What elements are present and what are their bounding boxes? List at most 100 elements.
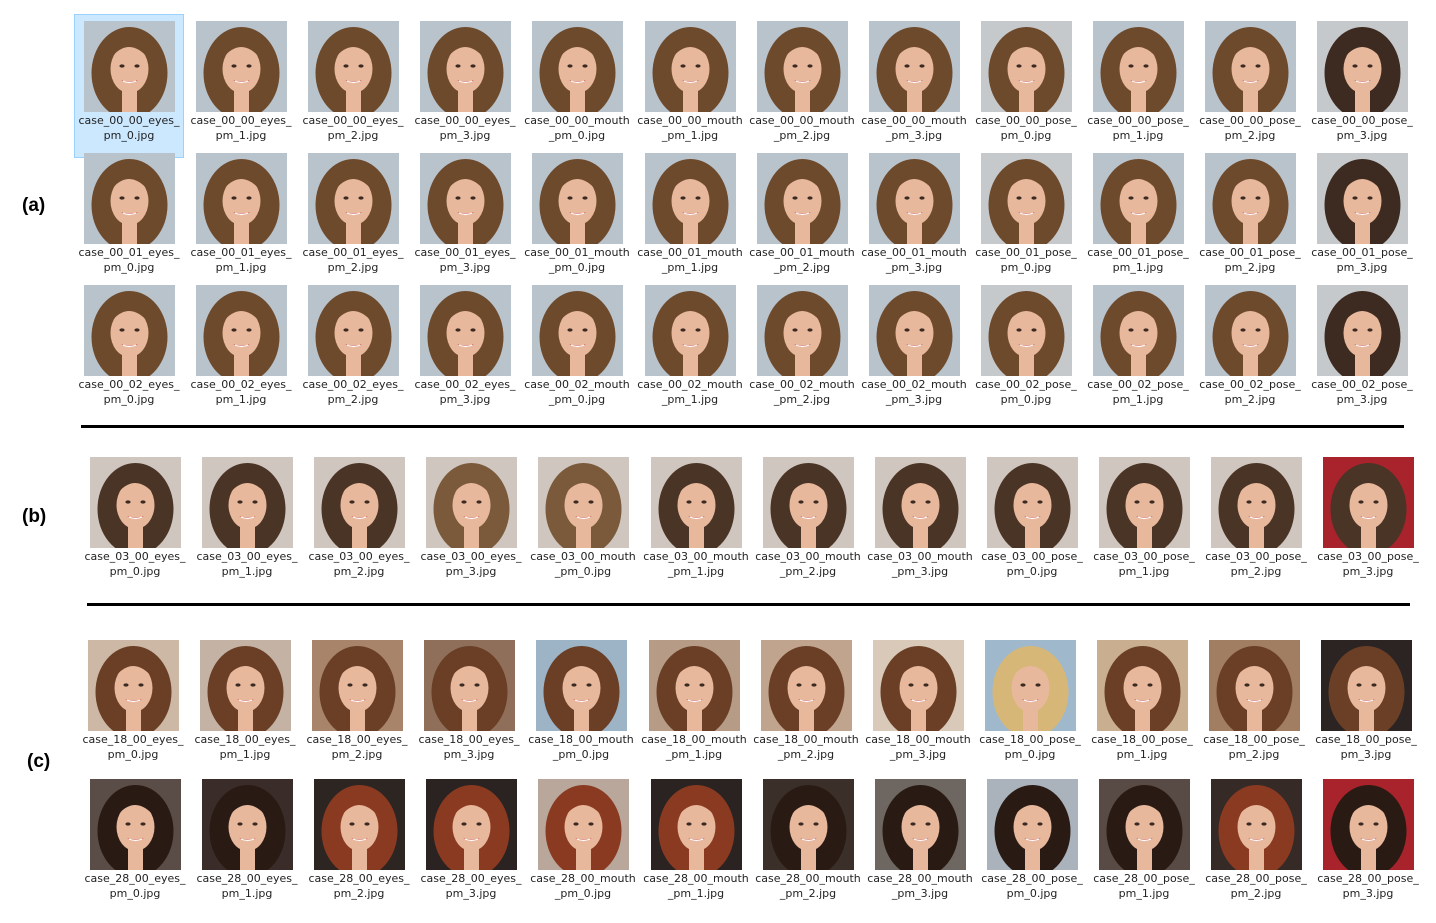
file-tile[interactable]: case_18_00_mouth_pm_1.jpg bbox=[640, 634, 748, 776]
face-thumbnail[interactable] bbox=[869, 21, 960, 112]
face-thumbnail[interactable] bbox=[987, 779, 1078, 870]
face-thumbnail[interactable] bbox=[763, 779, 854, 870]
face-thumbnail[interactable] bbox=[651, 457, 742, 548]
face-thumbnail[interactable] bbox=[981, 153, 1072, 244]
face-thumbnail[interactable] bbox=[1093, 153, 1184, 244]
face-thumbnail[interactable] bbox=[420, 153, 511, 244]
face-thumbnail[interactable] bbox=[532, 153, 623, 244]
face-thumbnail[interactable] bbox=[1205, 285, 1296, 376]
file-tile[interactable]: case_00_01_mouth_pm_0.jpg bbox=[523, 147, 631, 289]
face-thumbnail[interactable] bbox=[649, 640, 740, 731]
file-tile[interactable]: case_03_00_pose_pm_1.jpg bbox=[1090, 451, 1198, 593]
file-tile[interactable]: case_00_02_pose_pm_2.jpg bbox=[1196, 279, 1304, 421]
face-thumbnail[interactable] bbox=[757, 285, 848, 376]
face-thumbnail[interactable] bbox=[757, 153, 848, 244]
face-thumbnail[interactable] bbox=[1317, 285, 1408, 376]
face-thumbnail[interactable] bbox=[90, 457, 181, 548]
face-thumbnail[interactable] bbox=[420, 21, 511, 112]
face-thumbnail[interactable] bbox=[1321, 640, 1412, 731]
file-tile[interactable]: case_03_00_pose_pm_0.jpg bbox=[978, 451, 1086, 593]
face-thumbnail[interactable] bbox=[1099, 779, 1190, 870]
file-tile[interactable]: case_00_00_mouth_pm_1.jpg bbox=[636, 15, 744, 157]
face-thumbnail[interactable] bbox=[873, 640, 964, 731]
file-tile[interactable]: case_00_00_mouth_pm_2.jpg bbox=[748, 15, 856, 157]
file-tile[interactable]: case_28_00_mouth_pm_3.jpg bbox=[866, 773, 974, 915]
file-tile[interactable]: case_00_02_mouth_pm_1.jpg bbox=[636, 279, 744, 421]
face-thumbnail[interactable] bbox=[645, 285, 736, 376]
face-thumbnail[interactable] bbox=[1317, 153, 1408, 244]
file-tile[interactable]: case_28_00_pose_pm_1.jpg bbox=[1090, 773, 1198, 915]
file-tile[interactable]: case_00_02_pose_pm_0.jpg bbox=[972, 279, 1080, 421]
face-thumbnail[interactable] bbox=[645, 153, 736, 244]
face-thumbnail[interactable] bbox=[308, 285, 399, 376]
file-tile[interactable]: case_00_01_eyes_pm_3.jpg bbox=[411, 147, 519, 289]
file-tile[interactable]: case_18_00_eyes_pm_1.jpg bbox=[191, 634, 299, 776]
file-tile[interactable]: case_03_00_pose_pm_3.jpg bbox=[1314, 451, 1422, 593]
face-thumbnail[interactable] bbox=[1211, 779, 1302, 870]
file-tile[interactable]: case_28_00_mouth_pm_0.jpg bbox=[529, 773, 637, 915]
face-thumbnail[interactable] bbox=[761, 640, 852, 731]
file-tile[interactable]: case_00_00_pose_pm_0.jpg bbox=[972, 15, 1080, 157]
face-thumbnail[interactable] bbox=[985, 640, 1076, 731]
file-tile[interactable]: case_00_00_eyes_pm_1.jpg bbox=[187, 15, 295, 157]
file-tile[interactable]: case_03_00_mouth_pm_0.jpg bbox=[529, 451, 637, 593]
file-tile[interactable]: case_00_02_mouth_pm_2.jpg bbox=[748, 279, 856, 421]
file-tile[interactable]: case_00_00_pose_pm_2.jpg bbox=[1196, 15, 1304, 157]
face-thumbnail[interactable] bbox=[1317, 21, 1408, 112]
file-tile[interactable]: case_00_01_eyes_pm_1.jpg bbox=[187, 147, 295, 289]
file-tile[interactable]: case_18_00_pose_pm_2.jpg bbox=[1200, 634, 1308, 776]
face-thumbnail[interactable] bbox=[875, 457, 966, 548]
file-tile[interactable]: case_28_00_mouth_pm_1.jpg bbox=[642, 773, 750, 915]
face-thumbnail[interactable] bbox=[420, 285, 511, 376]
file-tile[interactable]: case_00_00_mouth_pm_0.jpg bbox=[523, 15, 631, 157]
file-tile[interactable]: case_03_00_mouth_pm_3.jpg bbox=[866, 451, 974, 593]
face-thumbnail[interactable] bbox=[1323, 457, 1414, 548]
file-tile[interactable]: case_00_01_pose_pm_2.jpg bbox=[1196, 147, 1304, 289]
face-thumbnail[interactable] bbox=[1205, 153, 1296, 244]
file-tile[interactable]: case_18_00_mouth_pm_3.jpg bbox=[864, 634, 972, 776]
file-tile[interactable]: case_28_00_eyes_pm_1.jpg bbox=[193, 773, 301, 915]
face-thumbnail[interactable] bbox=[875, 779, 966, 870]
face-thumbnail[interactable] bbox=[312, 640, 403, 731]
face-thumbnail[interactable] bbox=[536, 640, 627, 731]
face-thumbnail[interactable] bbox=[1211, 457, 1302, 548]
file-tile[interactable]: case_00_01_mouth_pm_1.jpg bbox=[636, 147, 744, 289]
face-thumbnail[interactable] bbox=[196, 153, 287, 244]
face-thumbnail[interactable] bbox=[424, 640, 515, 731]
face-thumbnail[interactable] bbox=[869, 285, 960, 376]
file-tile[interactable]: case_00_01_pose_pm_0.jpg bbox=[972, 147, 1080, 289]
file-tile[interactable]: case_28_00_eyes_pm_0.jpg bbox=[81, 773, 189, 915]
file-tile[interactable]: case_00_02_mouth_pm_3.jpg bbox=[860, 279, 968, 421]
face-thumbnail[interactable] bbox=[426, 457, 517, 548]
file-tile[interactable]: case_00_01_pose_pm_3.jpg bbox=[1308, 147, 1416, 289]
file-tile[interactable]: case_00_02_eyes_pm_3.jpg bbox=[411, 279, 519, 421]
face-thumbnail[interactable] bbox=[196, 21, 287, 112]
file-tile[interactable]: case_28_00_pose_pm_3.jpg bbox=[1314, 773, 1422, 915]
face-thumbnail[interactable] bbox=[1093, 285, 1184, 376]
file-tile[interactable]: case_00_01_mouth_pm_2.jpg bbox=[748, 147, 856, 289]
file-tile[interactable]: case_18_00_eyes_pm_2.jpg bbox=[303, 634, 411, 776]
face-thumbnail[interactable] bbox=[202, 779, 293, 870]
face-thumbnail[interactable] bbox=[90, 779, 181, 870]
file-tile[interactable]: case_18_00_pose_pm_0.jpg bbox=[976, 634, 1084, 776]
face-thumbnail[interactable] bbox=[84, 285, 175, 376]
face-thumbnail[interactable] bbox=[757, 21, 848, 112]
file-tile[interactable]: case_18_00_eyes_pm_3.jpg bbox=[415, 634, 523, 776]
face-thumbnail[interactable] bbox=[645, 21, 736, 112]
file-tile[interactable]: case_00_02_pose_pm_1.jpg bbox=[1084, 279, 1192, 421]
face-thumbnail[interactable] bbox=[196, 285, 287, 376]
file-tile[interactable]: case_28_00_pose_pm_2.jpg bbox=[1202, 773, 1310, 915]
face-thumbnail[interactable] bbox=[84, 153, 175, 244]
face-thumbnail[interactable] bbox=[538, 457, 629, 548]
file-tile[interactable]: case_00_01_eyes_pm_0.jpg bbox=[75, 147, 183, 289]
face-thumbnail[interactable] bbox=[1209, 640, 1300, 731]
file-tile[interactable]: case_00_02_eyes_pm_2.jpg bbox=[299, 279, 407, 421]
file-tile[interactable]: case_18_00_pose_pm_1.jpg bbox=[1088, 634, 1196, 776]
face-thumbnail[interactable] bbox=[981, 21, 1072, 112]
file-tile[interactable]: case_00_02_mouth_pm_0.jpg bbox=[523, 279, 631, 421]
file-tile[interactable]: case_00_00_pose_pm_1.jpg bbox=[1084, 15, 1192, 157]
face-thumbnail[interactable] bbox=[869, 153, 960, 244]
face-thumbnail[interactable] bbox=[314, 779, 405, 870]
file-tile[interactable]: case_18_00_pose_pm_3.jpg bbox=[1312, 634, 1420, 776]
file-tile[interactable]: case_00_01_mouth_pm_3.jpg bbox=[860, 147, 968, 289]
